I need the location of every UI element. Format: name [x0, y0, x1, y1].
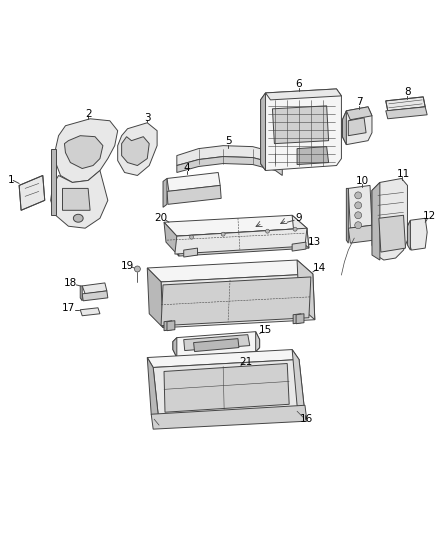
- Text: 20: 20: [155, 213, 168, 223]
- Polygon shape: [74, 214, 83, 222]
- Text: 9: 9: [296, 213, 302, 223]
- Polygon shape: [272, 106, 328, 144]
- Polygon shape: [184, 362, 240, 378]
- Polygon shape: [147, 268, 163, 328]
- Text: 11: 11: [397, 169, 410, 180]
- Polygon shape: [297, 147, 328, 165]
- Polygon shape: [56, 119, 118, 182]
- Polygon shape: [19, 175, 45, 211]
- Text: 17: 17: [62, 303, 75, 313]
- Polygon shape: [164, 215, 307, 236]
- Text: 13: 13: [308, 237, 321, 247]
- Polygon shape: [167, 185, 221, 204]
- Text: 5: 5: [225, 136, 231, 146]
- Text: 15: 15: [259, 325, 272, 335]
- Polygon shape: [372, 182, 380, 260]
- Polygon shape: [297, 260, 315, 320]
- Circle shape: [355, 222, 362, 229]
- Polygon shape: [346, 188, 348, 243]
- Polygon shape: [184, 335, 250, 351]
- Polygon shape: [147, 260, 313, 282]
- Circle shape: [134, 266, 140, 272]
- Text: 1: 1: [8, 175, 14, 185]
- Polygon shape: [343, 107, 372, 144]
- Polygon shape: [386, 107, 427, 119]
- Text: 2: 2: [85, 109, 92, 119]
- Polygon shape: [184, 248, 198, 257]
- Text: 12: 12: [423, 211, 436, 221]
- Polygon shape: [379, 215, 406, 252]
- Polygon shape: [177, 228, 309, 256]
- Polygon shape: [346, 107, 372, 120]
- Polygon shape: [407, 218, 427, 250]
- Polygon shape: [167, 321, 175, 330]
- Text: 6: 6: [296, 79, 302, 89]
- Polygon shape: [348, 118, 366, 136]
- Text: 14: 14: [313, 263, 326, 273]
- Text: 19: 19: [121, 261, 134, 271]
- Circle shape: [190, 235, 194, 239]
- Polygon shape: [80, 308, 100, 316]
- Polygon shape: [292, 350, 305, 414]
- Polygon shape: [122, 136, 149, 166]
- Text: 7: 7: [356, 97, 363, 107]
- Polygon shape: [147, 350, 299, 367]
- Polygon shape: [82, 283, 107, 294]
- Polygon shape: [161, 277, 311, 326]
- Polygon shape: [173, 337, 177, 358]
- Polygon shape: [51, 149, 56, 215]
- Text: 3: 3: [144, 113, 151, 123]
- Circle shape: [355, 192, 362, 199]
- Polygon shape: [343, 111, 346, 144]
- Polygon shape: [292, 242, 306, 251]
- Polygon shape: [82, 291, 108, 301]
- Circle shape: [221, 232, 225, 236]
- Text: 16: 16: [300, 414, 314, 424]
- Text: 10: 10: [356, 176, 369, 187]
- Polygon shape: [153, 360, 305, 423]
- Polygon shape: [265, 89, 342, 100]
- Polygon shape: [348, 225, 374, 243]
- Text: 21: 21: [239, 357, 252, 367]
- Polygon shape: [80, 286, 82, 301]
- Text: 18: 18: [64, 278, 77, 288]
- Polygon shape: [147, 358, 159, 423]
- Polygon shape: [164, 364, 289, 412]
- Polygon shape: [173, 332, 260, 358]
- Polygon shape: [51, 171, 108, 228]
- Polygon shape: [167, 173, 220, 191]
- Polygon shape: [177, 146, 282, 168]
- Circle shape: [355, 212, 362, 219]
- Polygon shape: [164, 222, 179, 256]
- Polygon shape: [407, 220, 410, 250]
- Polygon shape: [177, 157, 282, 175]
- Polygon shape: [161, 274, 315, 328]
- Polygon shape: [151, 405, 307, 429]
- Polygon shape: [256, 332, 260, 352]
- Polygon shape: [261, 89, 342, 171]
- Polygon shape: [293, 314, 301, 324]
- Polygon shape: [163, 179, 167, 207]
- Circle shape: [293, 227, 297, 231]
- Polygon shape: [64, 136, 103, 168]
- Polygon shape: [292, 215, 309, 248]
- Polygon shape: [372, 179, 407, 260]
- Polygon shape: [296, 314, 304, 324]
- Polygon shape: [118, 123, 157, 175]
- Polygon shape: [386, 97, 425, 111]
- Text: 8: 8: [404, 87, 411, 97]
- Polygon shape: [348, 185, 372, 228]
- Circle shape: [355, 202, 362, 209]
- Polygon shape: [175, 228, 307, 254]
- Polygon shape: [261, 93, 265, 171]
- Polygon shape: [63, 188, 90, 211]
- Text: 4: 4: [184, 163, 190, 173]
- Polygon shape: [164, 321, 172, 330]
- Polygon shape: [194, 338, 239, 352]
- Circle shape: [265, 229, 269, 233]
